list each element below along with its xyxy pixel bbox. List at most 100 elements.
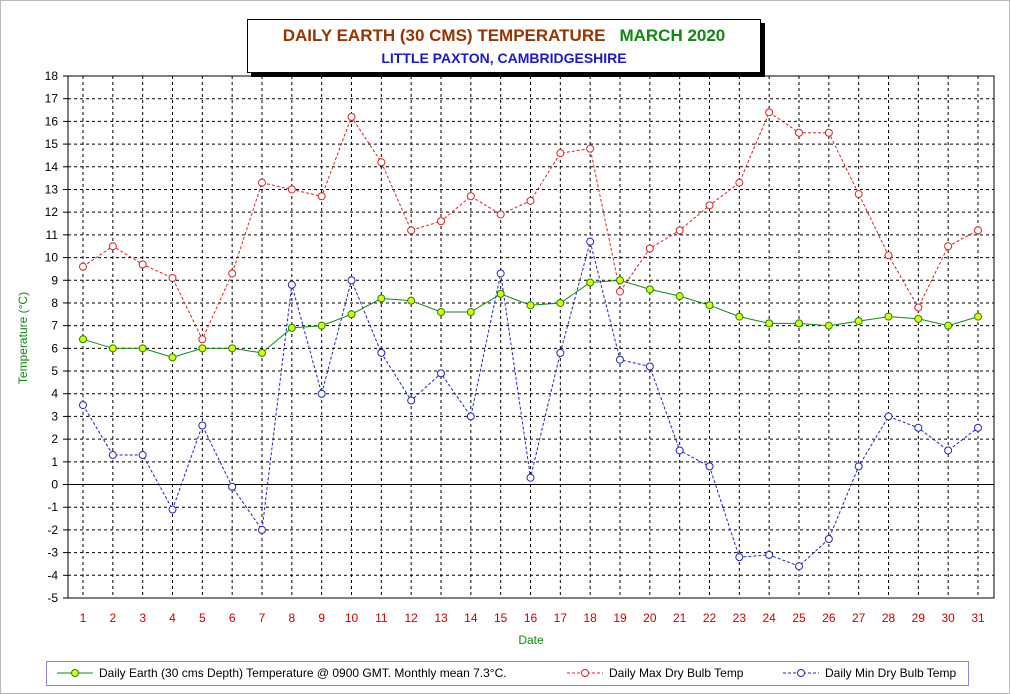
y-tick-label: 3 (51, 409, 58, 423)
data-point-earth (407, 296, 416, 305)
data-point-max (616, 287, 624, 296)
data-point-max (377, 158, 386, 167)
y-tick-label: 6 (51, 341, 58, 355)
data-point-min (138, 451, 147, 460)
data-point-max (586, 144, 595, 153)
y-tick-label: -1 (47, 500, 58, 514)
data-point-min (108, 451, 117, 460)
data-point-min (228, 482, 237, 491)
data-point-earth (556, 298, 565, 307)
y-tick-label: -5 (47, 591, 58, 605)
legend-max-label: Daily Max Dry Bulb Temp (609, 666, 744, 680)
data-point-earth (586, 278, 595, 287)
data-point-earth (79, 335, 87, 344)
x-tick-label: 22 (703, 611, 717, 625)
series-min (79, 237, 982, 571)
data-point-min (526, 473, 535, 482)
data-point-min (824, 534, 833, 543)
data-point-min (79, 401, 87, 410)
data-point-min (884, 412, 893, 421)
data-point-max (347, 112, 356, 121)
x-tick-label: 19 (613, 611, 627, 625)
data-point-max (974, 226, 982, 235)
data-point-earth (138, 344, 147, 353)
data-point-max (287, 185, 296, 194)
data-point-max (138, 260, 147, 269)
x-tick-label: 29 (912, 611, 926, 625)
y-tick-label: 9 (51, 273, 58, 287)
data-point-max (914, 303, 923, 312)
chart-title-month: MARCH 2020 (619, 26, 726, 45)
data-point-earth (287, 323, 296, 332)
data-point-earth (437, 308, 445, 317)
data-point-min (854, 462, 863, 471)
series-max (79, 108, 982, 344)
x-tick-label: 20 (643, 611, 657, 625)
y-tick-label: 16 (45, 114, 59, 128)
data-point-earth (258, 348, 266, 357)
data-point-min (347, 276, 356, 285)
data-point-min (645, 362, 654, 371)
x-tick-label: 24 (762, 611, 776, 625)
x-tick-label: 11 (375, 611, 388, 625)
data-point-earth (974, 312, 982, 321)
x-tick-label: 17 (554, 611, 568, 625)
data-point-max (765, 108, 774, 117)
y-tick-label: 11 (46, 228, 59, 242)
x-tick-label: 4 (169, 611, 176, 625)
data-point-min (466, 412, 475, 421)
x-tick-label: 3 (139, 611, 146, 625)
data-point-earth (765, 319, 774, 328)
data-point-earth (675, 292, 684, 301)
data-point-max (317, 192, 326, 201)
data-point-earth (526, 301, 535, 310)
x-tick-label: 27 (852, 611, 866, 625)
y-tick-label: 1 (51, 455, 58, 469)
legend-max-swatch (567, 669, 603, 677)
x-tick-label: 14 (464, 611, 478, 625)
legend-min-swatch (783, 669, 819, 677)
x-tick-label: 9 (318, 611, 325, 625)
x-tick-label: 28 (882, 611, 896, 625)
y-tick-label: 14 (45, 160, 59, 174)
chart-title: DAILY EARTH (30 CMS) TEMPERATURE (282, 26, 606, 45)
legend-earth-swatch (57, 669, 93, 677)
data-point-max (705, 201, 714, 210)
x-tick-labels: 1 2 3 4 5 6 7 8 9 10 11 12 13 14 15 16 17 18 19 20 21 22 23 24 2… (80, 611, 985, 625)
legend-earth-label: Daily Earth (30 cms Depth) Temperature @… (99, 666, 507, 680)
data-point-min (496, 269, 505, 278)
data-point-max (198, 335, 207, 344)
y-axis-label: Temperature (°C) (16, 292, 30, 384)
data-point-max (407, 226, 416, 235)
data-point-max (824, 128, 833, 137)
plot-border (67, 75, 995, 599)
series-earth (79, 276, 982, 362)
data-point-earth (705, 301, 714, 310)
data-point-min (705, 462, 714, 471)
legend-item-earth: Daily Earth (30 cms Depth) Temperature @… (57, 666, 507, 680)
data-point-earth (645, 285, 654, 294)
data-point-max (944, 242, 953, 251)
data-point-max (556, 149, 565, 158)
data-point-max (526, 196, 535, 205)
data-point-min (974, 423, 982, 432)
x-tick-label: 6 (229, 611, 236, 625)
data-point-earth (228, 344, 237, 353)
data-point-min (287, 280, 296, 289)
data-point-min (795, 562, 803, 571)
data-point-max (675, 226, 684, 235)
y-tick-label: 2 (51, 432, 58, 446)
data-point-min (675, 446, 684, 455)
title-box: DAILY EARTH (30 CMS) TEMPERATURE MARCH 20… (247, 19, 761, 73)
data-point-min (168, 505, 177, 514)
data-point-earth (616, 276, 624, 285)
data-point-earth (168, 353, 177, 362)
grid (68, 76, 994, 598)
x-tick-label: 26 (822, 611, 836, 625)
data-point-min (765, 550, 774, 559)
y-tick-label: -3 (47, 546, 58, 560)
data-point-min (735, 553, 744, 562)
data-point-earth (496, 289, 505, 298)
legend: Daily Earth (30 cms Depth) Temperature @… (46, 661, 969, 686)
data-point-earth (884, 312, 893, 321)
